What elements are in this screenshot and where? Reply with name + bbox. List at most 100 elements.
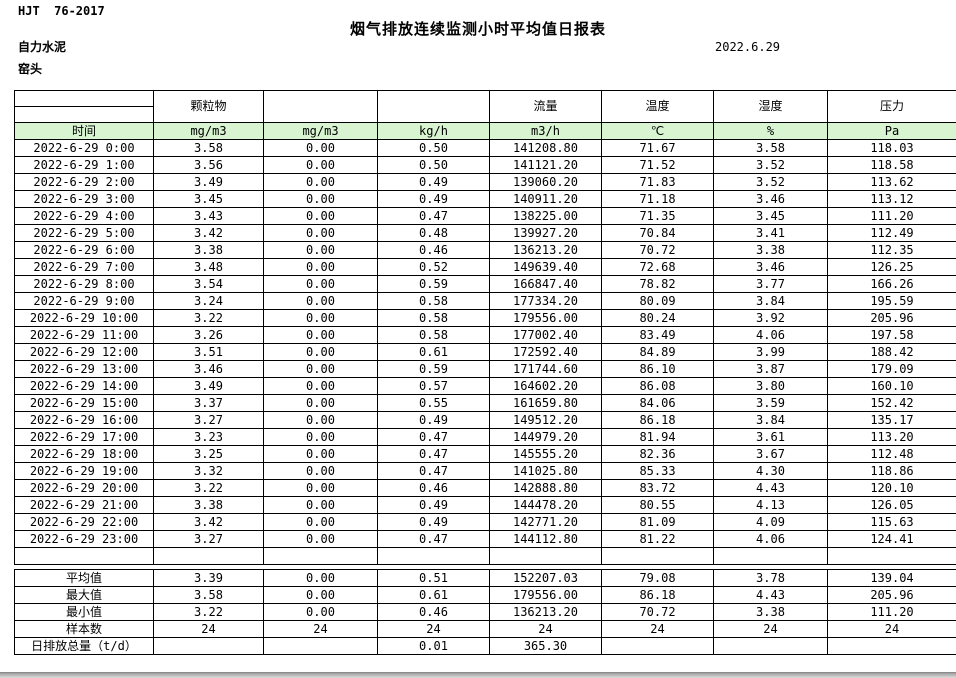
- table-cell: 138225.00: [489, 207, 602, 225]
- table-cell: 179556.00: [489, 309, 602, 327]
- table-cell: 0.00: [263, 190, 378, 208]
- column-header-particulate: 颗粒物: [153, 90, 264, 123]
- table-cell: 82.36: [601, 445, 714, 463]
- table-cell: 70.84: [601, 224, 714, 242]
- table-cell: 3.80: [713, 377, 828, 395]
- table-cell: 3.45: [153, 190, 264, 208]
- table-cell: 2022-6-29 12:00: [14, 343, 154, 361]
- table-cell: 0.58: [377, 292, 490, 310]
- table-cell: 0.00: [263, 207, 378, 225]
- table-cell: 152.42: [827, 394, 956, 412]
- table-cell: 4.09: [713, 513, 828, 531]
- table-cell: 3.58: [153, 586, 264, 604]
- table-cell: 3.49: [153, 377, 264, 395]
- table-cell: 112.48: [827, 445, 956, 463]
- table-cell: 0.47: [377, 462, 490, 480]
- table-cell: 0.58: [377, 309, 490, 327]
- table-cell: 0.49: [377, 190, 490, 208]
- table-cell: [601, 637, 714, 655]
- table-cell: 3.42: [153, 224, 264, 242]
- table-cell: 3.37: [153, 394, 264, 412]
- table-cell: 144112.80: [489, 530, 602, 548]
- table-cell: 0.00: [263, 394, 378, 412]
- table-cell: 样本数: [14, 620, 154, 638]
- table-cell: 3.22: [153, 603, 264, 621]
- table-cell: 0.46: [377, 241, 490, 259]
- table-cell: 365.30: [489, 637, 602, 655]
- table-cell: 86.18: [601, 586, 714, 604]
- table-cell: 2022-6-29 1:00: [14, 156, 154, 174]
- table-cell: 83.49: [601, 326, 714, 344]
- table-row: 2022-6-29 20:00 3.22 0.00 0.46 142888.80 83.7…: [14, 479, 956, 497]
- table-cell: 0.00: [263, 445, 378, 463]
- table-cell: 0.00: [263, 462, 378, 480]
- table-cell: 3.56: [153, 156, 264, 174]
- table-row: 2022-6-29 4:00 3.43 0.00 0.47 138225.00 71.35…: [14, 207, 956, 225]
- table-cell: [827, 637, 956, 655]
- table-cell: 0.00: [263, 309, 378, 327]
- table-cell: 0.00: [263, 343, 378, 361]
- table-cell: 141025.80: [489, 462, 602, 480]
- summary-table: 平均值 3.39 0.00 0.51 152207.03 79.08 3.78 139.04 最…: [14, 569, 956, 655]
- table-cell: 3.43: [153, 207, 264, 225]
- column-header-blank-2: [377, 90, 490, 123]
- table-cell: 139.04: [827, 569, 956, 587]
- units-cell-celsius: ℃: [601, 122, 714, 140]
- table-row: 2022-6-29 8:00 3.54 0.00 0.59 166847.40 78.82…: [14, 275, 956, 293]
- table-cell: 24: [601, 620, 714, 638]
- table-cell: 3.99: [713, 343, 828, 361]
- summary-row: 样本数 24 24 24 24 24 24 24: [14, 620, 956, 638]
- table-cell: 24: [377, 620, 490, 638]
- table-cell: [713, 637, 828, 655]
- table-cell: 2022-6-29 23:00: [14, 530, 154, 548]
- table-cell: [601, 547, 714, 565]
- table-cell: 166847.40: [489, 275, 602, 293]
- table-cell: 2022-6-29 6:00: [14, 241, 154, 259]
- table-cell: 3.49: [153, 173, 264, 191]
- table-cell: 3.22: [153, 309, 264, 327]
- table-cell: 3.84: [713, 411, 828, 429]
- table-cell: 4.06: [713, 326, 828, 344]
- table-cell: 177334.20: [489, 292, 602, 310]
- table-cell: 71.52: [601, 156, 714, 174]
- table-cell: 197.58: [827, 326, 956, 344]
- table-cell: 2022-6-29 15:00: [14, 394, 154, 412]
- table-cell: 4.30: [713, 462, 828, 480]
- table-cell: 0.61: [377, 343, 490, 361]
- table-cell: 118.86: [827, 462, 956, 480]
- table-cell: 84.06: [601, 394, 714, 412]
- table-row: 2022-6-29 11:00 3.26 0.00 0.58 177002.40 83.4…: [14, 326, 956, 344]
- page-title: 烟气排放连续监测小时平均值日报表: [349, 20, 606, 38]
- table-cell: 113.20: [827, 428, 956, 446]
- table-row: 2022-6-29 1:00 3.56 0.00 0.50 141121.20 71.52…: [14, 156, 956, 174]
- table-row: 2022-6-29 13:00 3.46 0.00 0.59 171744.60 86.1…: [14, 360, 956, 378]
- table-cell: 0.00: [263, 428, 378, 446]
- table-cell: [263, 637, 378, 655]
- table-cell: 4.13: [713, 496, 828, 514]
- table-cell: 205.96: [827, 586, 956, 604]
- table-cell: 179556.00: [489, 586, 602, 604]
- table-cell: 113.12: [827, 190, 956, 208]
- table-cell: 172592.40: [489, 343, 602, 361]
- table-cell: 2022-6-29 3:00: [14, 190, 154, 208]
- table-cell: 80.24: [601, 309, 714, 327]
- report-header: HJT 76-2017 烟气排放连续监测小时平均值日报表 2022.6.29 自…: [0, 0, 956, 90]
- table-cell: 2022-6-29 8:00: [14, 275, 154, 293]
- table-cell: 86.10: [601, 360, 714, 378]
- table-cell: 3.58: [153, 139, 264, 157]
- table-row: 2022-6-29 10:00 3.22 0.00 0.58 179556.00 80.2…: [14, 309, 956, 327]
- units-cell-pa: Pa: [827, 122, 956, 140]
- table-cell: 3.46: [713, 258, 828, 276]
- table-cell: 144478.20: [489, 496, 602, 514]
- table-cell: 113.62: [827, 173, 956, 191]
- table-row: 2022-6-29 16:00 3.27 0.00 0.49 149512.20 86.1…: [14, 411, 956, 429]
- table-cell: 166.26: [827, 275, 956, 293]
- table-row: 2022-6-29 17:00 3.23 0.00 0.47 144979.20 81.9…: [14, 428, 956, 446]
- table-cell: 2022-6-29 16:00: [14, 411, 154, 429]
- table-cell: 0.00: [263, 479, 378, 497]
- table-cell: 3.51: [153, 343, 264, 361]
- table-cell: 0.00: [263, 275, 378, 293]
- table-cell: 3.67: [713, 445, 828, 463]
- units-cell-percent: %: [713, 122, 828, 140]
